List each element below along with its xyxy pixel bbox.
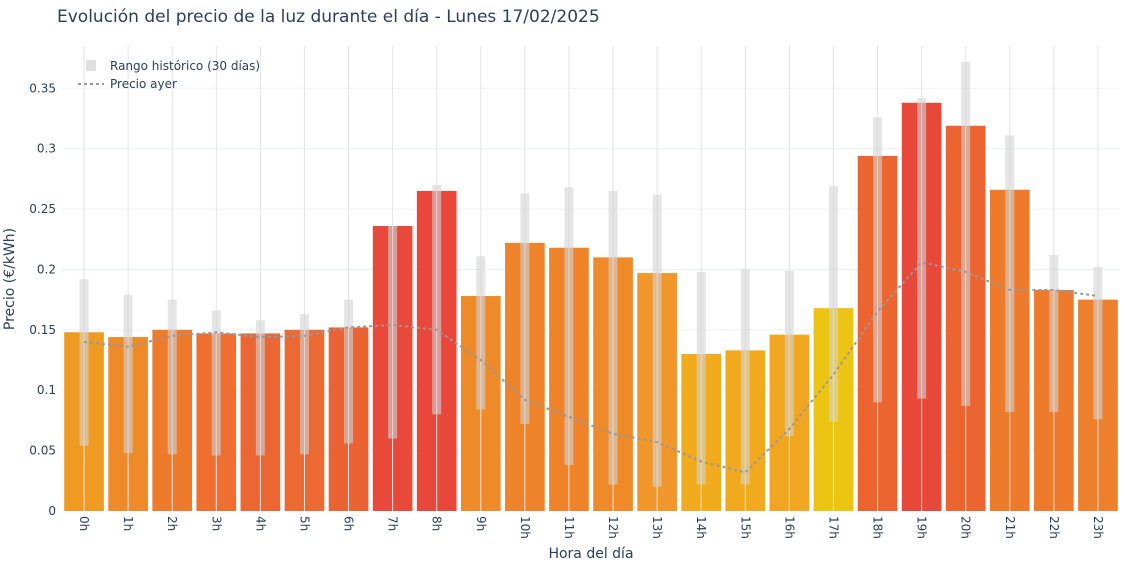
range-bar-20h[interactable]: [961, 61, 971, 406]
range-bar-15h[interactable]: [740, 269, 750, 485]
y-tick-label: 0.3: [37, 142, 56, 156]
x-tick-label: 22h: [1047, 516, 1061, 539]
y-tick-label: 0.25: [29, 202, 56, 216]
legend-range-swatch: [86, 60, 96, 71]
x-tick-label: 18h: [871, 516, 885, 539]
x-tick-label: 6h: [342, 516, 356, 531]
x-tick-label: 13h: [650, 516, 664, 539]
x-tick-label: 9h: [474, 516, 488, 531]
range-bar-11h[interactable]: [564, 187, 574, 466]
x-tick-label: 19h: [915, 516, 929, 539]
legend-line-label: Precio ayer: [110, 77, 177, 91]
range-bar-1h[interactable]: [123, 294, 133, 454]
x-tick-label: 8h: [430, 516, 444, 531]
range-bar-18h[interactable]: [873, 117, 883, 403]
x-tick-label: 20h: [959, 516, 973, 539]
legend-range-label: Rango histórico (30 días): [110, 59, 260, 73]
x-axis: 0h 1h 2h 3h 4h 5h 6h 7h 8h 9h 10h 11h 12h 13h 14h 15h 16…: [77, 516, 1105, 539]
x-tick-label: 21h: [1003, 516, 1017, 539]
yesterday-price-line: [83, 261, 1099, 474]
range-bar-7h[interactable]: [388, 225, 398, 439]
x-tick-label: 5h: [297, 516, 311, 531]
range-bar-23h[interactable]: [1093, 267, 1103, 420]
x-tick-label: 14h: [694, 516, 708, 539]
range-bar-5h[interactable]: [299, 314, 309, 455]
y-tick-label: 0.15: [29, 323, 56, 337]
range-bar-10h[interactable]: [520, 193, 530, 425]
x-tick-label: 11h: [562, 516, 576, 539]
x-tick-label: 17h: [826, 516, 840, 539]
x-tick-label: 1h: [121, 516, 135, 531]
range-bar-12h[interactable]: [608, 190, 618, 485]
x-tick-label: 10h: [518, 516, 532, 539]
x-tick-label: 23h: [1091, 516, 1105, 539]
x-tick-label: 2h: [165, 516, 179, 531]
range-bar-17h[interactable]: [828, 186, 838, 422]
range-bar-3h[interactable]: [211, 310, 221, 456]
range-bar-8h[interactable]: [432, 184, 442, 415]
x-tick-label: 16h: [782, 516, 796, 539]
range-bar-13h[interactable]: [652, 194, 662, 487]
range-bar-9h[interactable]: [476, 256, 486, 410]
y-tick-label: 0.2: [37, 262, 56, 276]
range-bar-0h[interactable]: [79, 279, 89, 446]
historical-range-bars: [79, 46, 1103, 511]
y-axis: 0 0.05 0.1 0.15 0.2 0.25 0.3 0.35: [29, 81, 56, 518]
chart-title: Evolución del precio de la luz durante e…: [57, 7, 600, 27]
legend: Rango histórico (30 días) Precio ayer: [78, 59, 260, 91]
range-bar-4h[interactable]: [255, 320, 265, 456]
y-tick-label: 0: [48, 504, 56, 518]
price-bars: [64, 102, 1118, 512]
range-bar-6h[interactable]: [344, 299, 354, 444]
y-tick-label: 0.1: [37, 383, 56, 397]
x-axis-title: Hora del día: [548, 546, 633, 562]
x-tick-label: 7h: [386, 516, 400, 531]
x-tick-label: 12h: [606, 516, 620, 539]
yesterday-price-line-path[interactable]: [83, 261, 1099, 474]
range-bar-21h[interactable]: [1005, 135, 1015, 412]
x-tick-label: 0h: [77, 516, 91, 531]
y-tick-label: 0.35: [29, 81, 56, 95]
range-bar-22h[interactable]: [1049, 254, 1059, 412]
x-tick-label: 4h: [253, 516, 267, 531]
range-bar-2h[interactable]: [167, 299, 177, 455]
x-tick-label: 3h: [209, 516, 223, 531]
y-tick-label: 0.05: [29, 444, 56, 458]
range-bar-16h[interactable]: [784, 270, 794, 437]
x-tick-label: 15h: [738, 516, 752, 539]
y-axis-title: Precio (€/kWh): [2, 228, 18, 330]
range-bar-14h[interactable]: [696, 271, 706, 485]
range-bar-19h[interactable]: [917, 97, 927, 399]
grid-lines: [62, 87, 1120, 452]
